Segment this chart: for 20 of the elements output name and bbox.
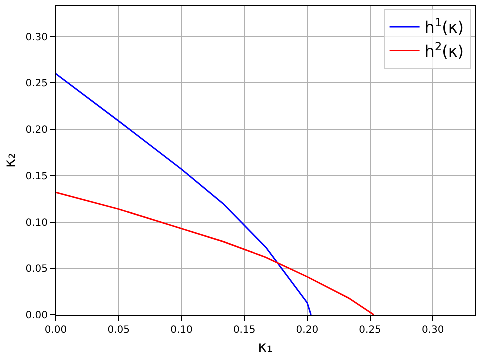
x-axis-title: κ₁: [258, 338, 273, 356]
x-tick-label: 0.15: [233, 325, 256, 336]
y-tick-label: 0.25: [26, 78, 48, 90]
y-tick-label: 0.05: [26, 264, 48, 276]
y-tick-label: 0.00: [26, 310, 48, 322]
x-tick-label: 0.25: [359, 325, 382, 336]
y-tick-label: 0.10: [26, 218, 48, 229]
y-tick-label: 0.30: [26, 32, 48, 44]
x-tick-label: 0.10: [170, 325, 193, 336]
line-series: [56, 73, 312, 315]
x-tick-label: 0.05: [108, 325, 130, 336]
y-tick-label: 0.20: [26, 125, 48, 136]
y-axis-title: κ₂: [0, 153, 19, 168]
x-tick-label: 0.30: [422, 325, 444, 336]
legend-label: h$^{1}$(κ): [424, 16, 464, 38]
y-tick-label: 0.15: [26, 171, 48, 182]
x-tick-label: 0.00: [44, 325, 68, 336]
x-tick-label: 0.20: [296, 325, 319, 336]
legend-label: h$^{2}$(κ): [424, 40, 464, 62]
line-series: [56, 192, 375, 315]
